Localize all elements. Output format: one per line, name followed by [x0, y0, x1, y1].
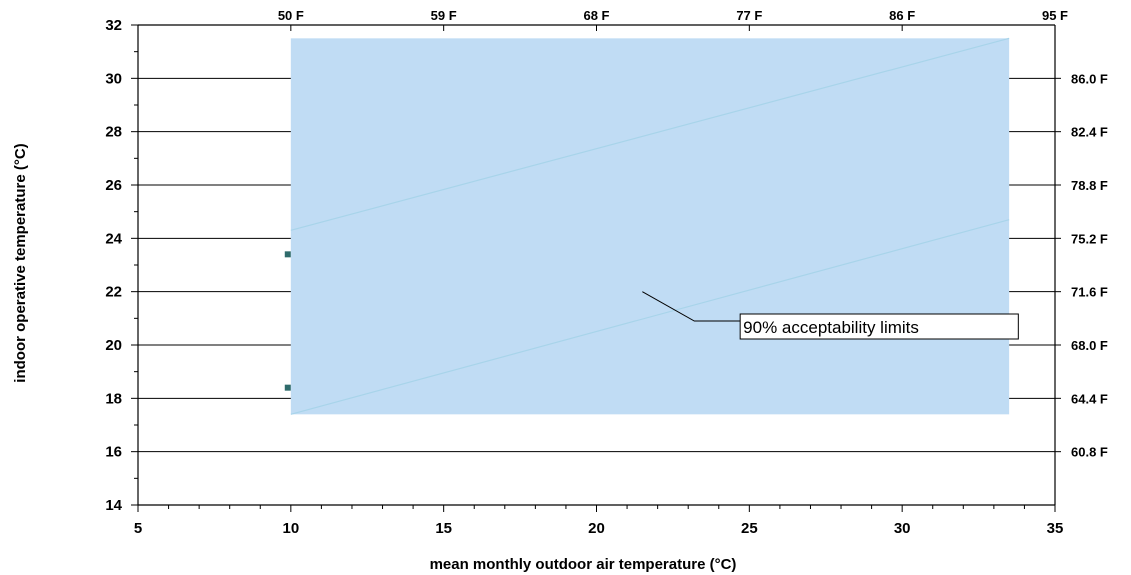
y-tick-label: 24: [105, 230, 122, 247]
top-tick-label: 50 F: [278, 8, 304, 23]
y-tick-label: 30: [105, 70, 122, 87]
y-tick-label: 28: [105, 124, 122, 141]
lower-limit-line: [290, 219, 1010, 415]
top-tick-label: 68 F: [583, 8, 609, 23]
annotation-label: 90% acceptability limits: [743, 318, 919, 337]
x-tick-label: 30: [894, 520, 911, 537]
upper-limit-line: [290, 37, 1010, 231]
annotation-box: [739, 313, 1019, 340]
x-tick-label: 10: [282, 520, 299, 537]
top-tick-label: 77 F: [736, 8, 762, 23]
x-axis-title: mean monthly outdoor air temperature (°C…: [430, 556, 737, 573]
y-tick-label: 16: [105, 444, 122, 461]
right-tick-label: 71.6 F: [1071, 285, 1108, 300]
axes: [131, 24, 1061, 512]
right-tick-label: 64.4 F: [1071, 391, 1108, 406]
shaded-region: [290, 38, 1010, 415]
data-marker: [284, 251, 291, 258]
right-tick-label: 78.8 F: [1071, 178, 1108, 193]
right-tick-label: 75.2 F: [1071, 231, 1108, 246]
x-tick-label: 5: [134, 520, 142, 537]
acceptability-band: [290, 38, 1010, 415]
x-tick-label: 20: [588, 520, 605, 537]
top-tick-label: 59 F: [431, 8, 457, 23]
right-tick-label: 68.0 F: [1071, 338, 1108, 353]
top-tick-label: 86 F: [889, 8, 915, 23]
y-tick-label: 18: [105, 390, 122, 407]
right-tick-label: 60.8 F: [1071, 445, 1108, 460]
right-tick-label: 86.0 F: [1071, 71, 1108, 86]
y-tick-label: 14: [105, 497, 122, 514]
top-tick-label: 95 F: [1042, 8, 1068, 23]
y-tick-label: 22: [105, 284, 122, 301]
y-axis-title: indoor operative temperature (°C): [12, 143, 29, 382]
data-marker: [284, 384, 291, 391]
annotation-leader: [642, 291, 741, 322]
annotation: 90% acceptability limits: [642, 291, 1019, 340]
limit-lines: [290, 37, 1010, 415]
right-tick-label: 82.4 F: [1071, 125, 1108, 140]
y-tick-label: 32: [105, 17, 122, 34]
x-tick-label: 15: [435, 520, 452, 537]
x-tick-label: 25: [741, 520, 758, 537]
y-tick-label: 20: [105, 337, 122, 354]
x-tick-label: 35: [1047, 520, 1064, 537]
y-tick-label: 26: [105, 177, 122, 194]
markers: [284, 251, 291, 391]
tick-labels: 14 16 18 20 22 24 26 28 30 32 5 10 15 20 25 30 35 50 F 59 …: [105, 8, 1108, 537]
